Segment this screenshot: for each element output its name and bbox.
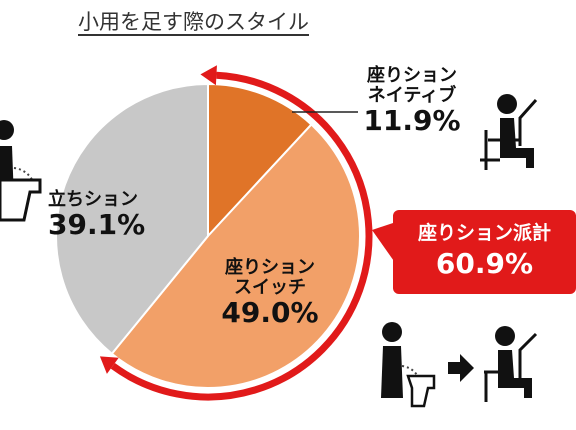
callout-value: 60.9% [435, 247, 534, 280]
arc-arrowhead [99, 356, 119, 374]
seated-person-icon [480, 94, 538, 170]
arrow-right-icon [448, 354, 474, 382]
pie-slice-standing [55, 82, 209, 356]
seated-person-icon [484, 326, 538, 402]
slice-label-native-category: 座りション ネイティブ [367, 65, 457, 106]
standing-urinating-person-icon [381, 322, 436, 408]
slice-label-switch-category: 座りション スイッチ [225, 257, 315, 298]
pie-slice-native [207, 82, 313, 239]
slice-label-switch-value: 49.0% [221, 295, 319, 329]
callout-pointer [372, 222, 396, 264]
slice-label-native-value: 11.9% [363, 103, 461, 137]
slice-label-standing-value: 39.1% [48, 207, 146, 241]
slice-label-switch: 座りション スイッチ 49.0% [200, 258, 340, 328]
chart-title: 小用を足す際のスタイル [78, 10, 309, 34]
sitting-total-arc [110, 71, 373, 401]
pie-slice-switch [110, 123, 361, 389]
sitting-total-callout: 座りション派計 60.9% [393, 210, 576, 294]
slice-label-standing-category: 立ちション [48, 189, 138, 210]
slice-label-native: 座りション ネイティブ 11.9% [352, 66, 472, 136]
standing-urinating-person-icon [0, 120, 42, 222]
slice-label-standing: 立ちション 39.1% [48, 190, 178, 241]
callout-label: 座りション派計 [417, 222, 551, 244]
arc-arrowhead [200, 65, 217, 86]
